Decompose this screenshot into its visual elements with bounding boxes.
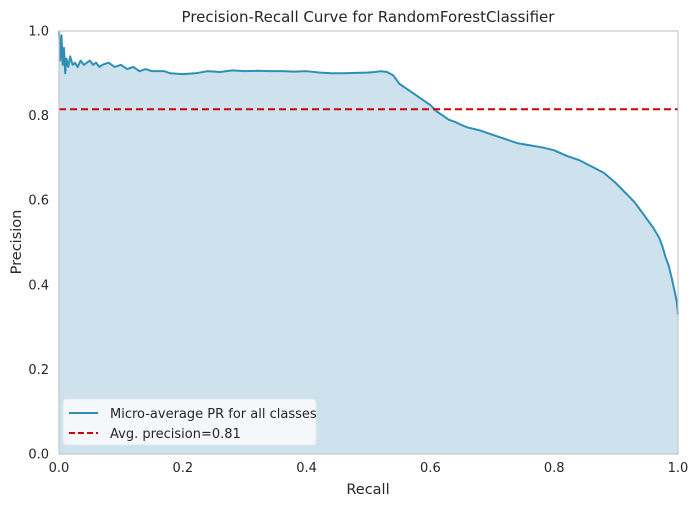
x-tick-label: 0.0: [49, 461, 70, 476]
pr-curve-line: [58, 30, 679, 315]
y-tick-label: 0.6: [28, 194, 49, 209]
y-axis-title: Precision: [9, 210, 25, 275]
legend-label-pr-curve: Micro-average PR for all classes: [110, 407, 317, 422]
y-tick-labels: 0.0 0.2 0.4 0.6 0.8 1.0: [28, 25, 49, 463]
x-tick-label: 0.8: [544, 461, 565, 476]
x-tick-label: 0.4: [296, 461, 317, 476]
y-tick-label: 0.4: [28, 278, 49, 293]
x-tick-label: 0.2: [172, 461, 193, 476]
x-tick-label: 0.6: [420, 461, 441, 476]
x-axis-title: Recall: [346, 482, 389, 498]
x-tick-labels: 0.0 0.2 0.4 0.6 0.8 1.0: [49, 461, 689, 476]
legend-label-avg-precision: Avg. precision=0.81: [110, 427, 241, 442]
legend-box: [62, 398, 317, 446]
y-tick-label: 0.2: [28, 363, 49, 378]
pr-area-fill: [59, 31, 678, 454]
x-tick-label: 1.0: [668, 461, 689, 476]
y-tick-label: 0.0: [28, 448, 49, 463]
y-tick-label: 1.0: [28, 25, 49, 40]
area-fill-layer: [59, 31, 678, 454]
legend: Micro-average PR for all classes Avg. pr…: [62, 398, 317, 446]
y-tick-label: 0.8: [28, 109, 49, 124]
series-line-layer: [58, 30, 679, 315]
chart-title: Precision-Recall Curve for RandomForestC…: [182, 8, 556, 26]
plot-frame: [58, 30, 679, 455]
